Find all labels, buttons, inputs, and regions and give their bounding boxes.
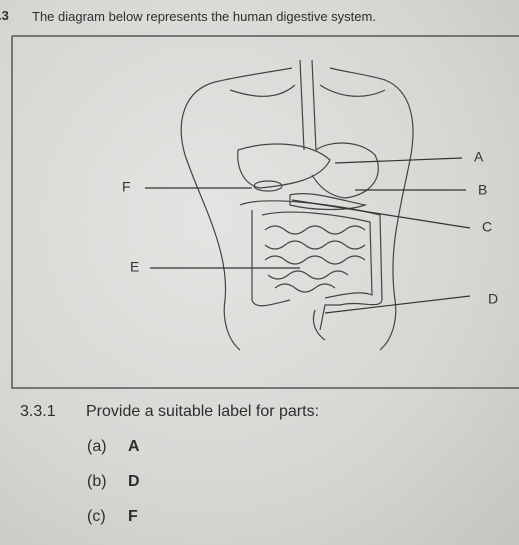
- part-label: B: [478, 182, 487, 198]
- question-number: .3: [0, 8, 9, 23]
- part-label: A: [128, 438, 140, 455]
- subquestion-number: 3.3.1: [20, 403, 56, 420]
- part-label: C: [482, 219, 492, 235]
- diagram: A B C D E F: [11, 35, 519, 389]
- part-letter: (b): [87, 473, 107, 490]
- part-label: E: [130, 259, 139, 275]
- part-label: A: [474, 149, 484, 165]
- part-label: F: [122, 179, 131, 195]
- part-letter: (a): [87, 438, 107, 455]
- part-letter: (c): [87, 508, 106, 525]
- part-label: D: [128, 473, 140, 490]
- part-label: D: [488, 291, 498, 307]
- part-label: F: [128, 508, 138, 525]
- question-text: The diagram below represents the human d…: [32, 9, 376, 24]
- subquestion-text: Provide a suitable label for parts:: [86, 403, 320, 420]
